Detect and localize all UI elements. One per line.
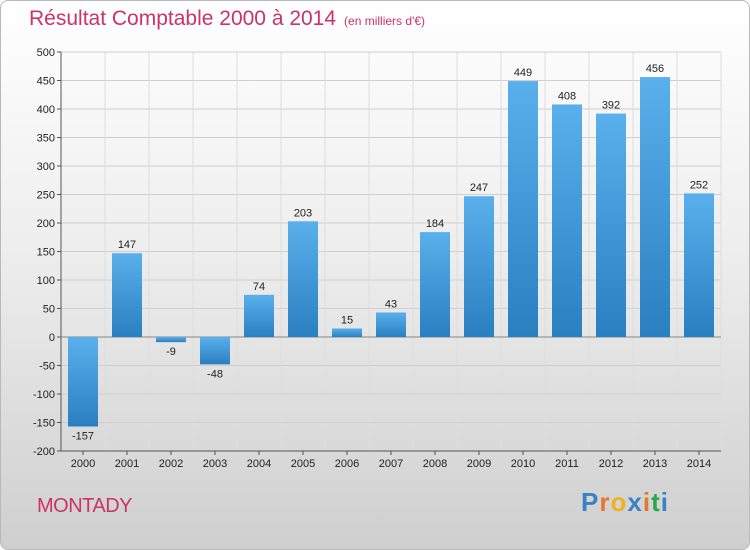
x-tick-label-2006: 2006	[335, 458, 359, 470]
logo-letter: i	[642, 487, 652, 517]
logo-letter: x	[627, 487, 643, 517]
x-tick-label-2013: 2013	[643, 458, 667, 470]
y-tick-label: 200	[37, 218, 55, 230]
y-tick-label: -50	[39, 361, 55, 373]
bar-2014	[684, 193, 714, 337]
bar-2009	[464, 196, 494, 337]
y-tick-label: 0	[49, 332, 55, 344]
data-label-2006: 15	[341, 314, 353, 326]
x-tick-label-2003: 2003	[203, 458, 227, 470]
data-label-2010: 449	[514, 67, 532, 79]
bar-2012	[596, 113, 626, 337]
data-label-2011: 408	[558, 90, 576, 102]
y-tick-label: 100	[37, 275, 55, 287]
data-label-2014: 252	[690, 179, 708, 191]
bar-2000	[68, 337, 98, 427]
x-tick-label-2000: 2000	[71, 458, 95, 470]
x-tick-label-2007: 2007	[379, 458, 403, 470]
bar-2002	[156, 337, 186, 343]
chart-title-text: Résultat Comptable 2000 à 2014	[29, 7, 337, 30]
proxiti-logo: Proxiti	[581, 487, 669, 518]
x-tick-label-2001: 2001	[115, 458, 139, 470]
logo-letter: i	[660, 487, 669, 517]
bar-2013	[640, 77, 670, 337]
data-labels: -157 147 -9 -48 74 203 15 43 184 247 449 408 392 456 2…	[72, 63, 708, 442]
y-tick-label: -150	[33, 418, 55, 430]
chart-subtitle: (en milliers d'€)	[344, 14, 426, 28]
data-label-2012: 392	[602, 100, 620, 112]
x-tick-label-2012: 2012	[599, 458, 623, 470]
bars	[68, 77, 714, 427]
y-tick-label: -200	[33, 446, 55, 458]
logo-letter: t	[651, 487, 661, 517]
bar-2010	[508, 81, 538, 337]
place-name: MONTADY	[37, 495, 133, 517]
y-tick-label: 250	[37, 190, 55, 202]
data-label-2000: -157	[72, 430, 94, 442]
logo-letter: P	[581, 487, 600, 517]
y-tick-label: 500	[37, 47, 55, 59]
x-tick-label-2008: 2008	[423, 458, 447, 470]
data-label-2007: 43	[385, 298, 397, 310]
x-tick-label-2011: 2011	[555, 458, 579, 470]
data-label-2001: 147	[118, 239, 136, 251]
bar-2005	[288, 221, 318, 337]
bar-2007	[376, 312, 406, 337]
chart-title: Résultat Comptable 2000 à 2014 (en millie…	[29, 7, 425, 31]
data-label-2002: -9	[166, 346, 176, 358]
bar-2008	[420, 232, 450, 337]
y-tick-label: 300	[37, 161, 55, 173]
y-tick-label: 150	[37, 247, 55, 259]
x-tick-label-2004: 2004	[247, 458, 271, 470]
y-tick-label: 450	[37, 76, 55, 88]
axes: -200 -150 -100 -50 0 50 100 150 200 250 300 350 400 4…	[33, 47, 721, 470]
x-tick-label-2014: 2014	[687, 458, 711, 470]
bar-2003	[200, 337, 230, 365]
data-label-2008: 184	[426, 218, 444, 230]
bar-2006	[332, 328, 362, 337]
data-label-2013: 456	[646, 63, 664, 75]
x-tick-label-2009: 2009	[467, 458, 491, 470]
x-tick-label-2002: 2002	[159, 458, 183, 470]
x-tick-label-2010: 2010	[511, 458, 535, 470]
logo-letter: r	[599, 487, 611, 517]
x-tick-label-2005: 2005	[291, 458, 315, 470]
bar-2011	[552, 104, 582, 337]
logo-letter: o	[610, 487, 628, 517]
data-label-2003: -48	[207, 368, 223, 380]
bar-2001	[112, 253, 142, 337]
y-tick-label: -100	[33, 389, 55, 401]
data-label-2004: 74	[253, 281, 265, 293]
bar-2004	[244, 294, 274, 337]
y-tick-label: 400	[37, 104, 55, 116]
y-tick-label: 50	[43, 304, 55, 316]
data-label-2009: 247	[470, 182, 488, 194]
data-label-2005: 203	[294, 207, 312, 219]
y-tick-label: 350	[37, 133, 55, 145]
